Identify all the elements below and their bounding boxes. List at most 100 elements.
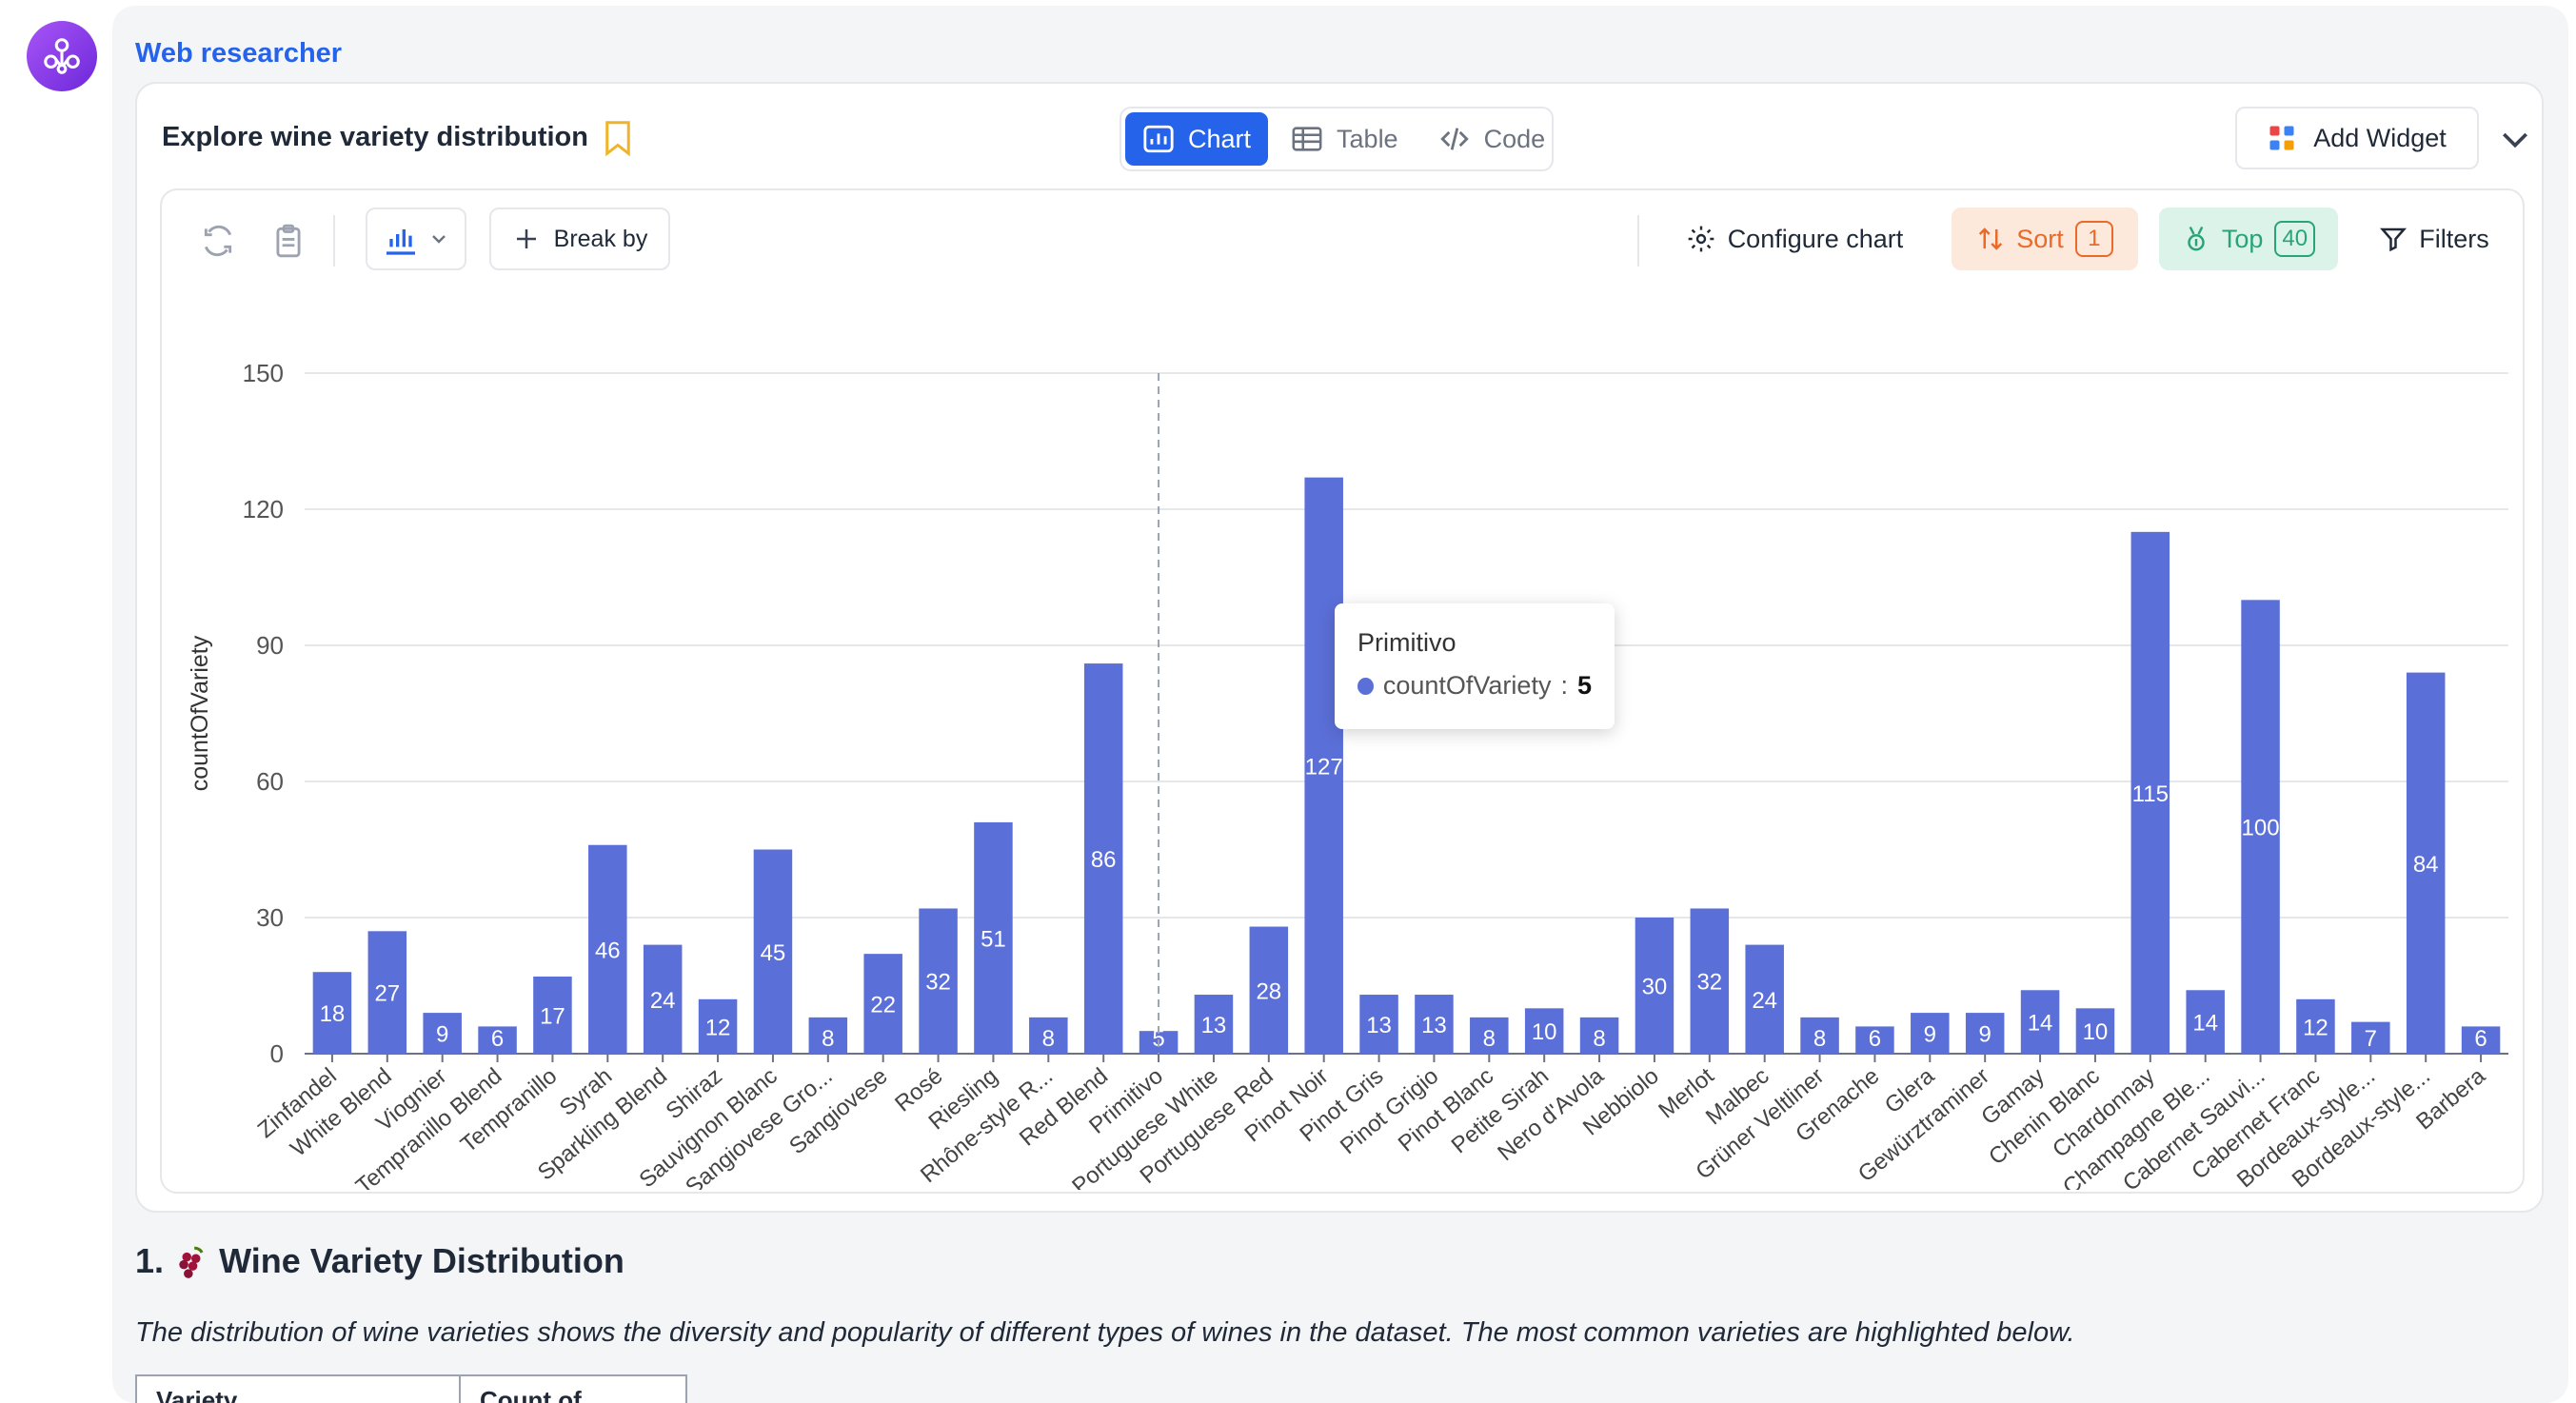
data-label: 10 — [1532, 1019, 1557, 1045]
tab-table-label: Table — [1337, 124, 1398, 153]
data-label: 45 — [761, 940, 786, 966]
bar — [2130, 531, 2170, 1054]
agent-logo-icon — [44, 38, 80, 74]
data-label: 46 — [595, 938, 621, 963]
refresh-icon[interactable] — [200, 223, 236, 259]
chart-tooltip: Primitivo countOfVariety: 5 — [1335, 603, 1615, 729]
data-label: 30 — [1642, 975, 1668, 1000]
bar — [2186, 990, 2225, 1054]
table-header-count: Count of Variety — [480, 1386, 582, 1403]
data-label: 12 — [2303, 1015, 2328, 1040]
bar-chart: 0306090120150countOfVariety18Zinfandel27… — [187, 359, 2508, 1190]
sort-count-badge: 1 — [2074, 221, 2113, 257]
data-label: 6 — [1869, 1026, 1881, 1052]
top-button[interactable]: Top 40 — [2159, 207, 2338, 270]
grapes-icon — [179, 1247, 204, 1279]
tab-chart[interactable]: Chart — [1125, 112, 1269, 166]
data-label: 12 — [705, 1015, 731, 1040]
variety-table-header: Variety Count of Variety — [135, 1374, 687, 1403]
break-by-label: Break by — [553, 225, 648, 252]
sort-label: Sort — [2016, 224, 2064, 253]
bar — [2351, 1021, 2390, 1054]
y-tick-label: 120 — [243, 495, 284, 524]
data-label: 9 — [436, 1022, 448, 1048]
chart-container: Break by Configure chart Sort 1 — [160, 188, 2525, 1194]
bar — [863, 954, 902, 1054]
data-label: 22 — [870, 993, 896, 1018]
tab-code[interactable]: Code — [1421, 112, 1563, 166]
data-label: 127 — [1305, 754, 1343, 780]
data-label: 8 — [1042, 1026, 1055, 1052]
data-label: 6 — [491, 1026, 504, 1052]
data-label: 13 — [1201, 1013, 1227, 1038]
series-dot-icon — [1357, 677, 1374, 695]
filter-icon — [2380, 227, 2408, 252]
add-widget-button[interactable]: Add Widget — [2235, 107, 2479, 169]
view-toggle: Chart Table Code — [1120, 107, 1554, 171]
tab-table[interactable]: Table — [1274, 112, 1416, 166]
data-label: 115 — [2132, 781, 2169, 807]
bar — [808, 1017, 848, 1054]
filters-button[interactable]: Filters — [2363, 207, 2506, 270]
section-title: 1. Wine Variety Distribution — [135, 1241, 624, 1281]
widget-grid-icon — [2269, 126, 2294, 150]
bar — [1690, 908, 1730, 1054]
data-label: 9 — [1924, 1022, 1936, 1048]
bar — [1635, 918, 1674, 1054]
chevron-down-icon[interactable] — [2496, 120, 2534, 158]
bar — [698, 998, 738, 1054]
data-label: 100 — [2242, 816, 2280, 841]
bar — [2296, 998, 2335, 1054]
bar — [2461, 1026, 2501, 1054]
bar — [533, 976, 572, 1054]
data-label: 14 — [2192, 1011, 2218, 1037]
top-count-badge: 40 — [2274, 221, 2316, 257]
bookmark-icon[interactable] — [604, 120, 632, 156]
bar — [1359, 995, 1398, 1054]
bar — [1579, 1017, 1619, 1054]
sort-button[interactable]: Sort 1 — [1952, 207, 2138, 270]
y-tick-label: 0 — [270, 1039, 284, 1068]
bar — [1194, 995, 1234, 1054]
bar — [1249, 926, 1289, 1054]
configure-chart-button[interactable]: Configure chart — [1666, 207, 1923, 270]
sort-arrows-icon — [1979, 227, 2003, 250]
bar — [2241, 600, 2280, 1054]
data-label: 8 — [1813, 1026, 1826, 1052]
agent-avatar — [27, 21, 97, 91]
tooltip-title: Primitivo — [1357, 628, 1456, 657]
bar — [1965, 1013, 2005, 1054]
plus-icon — [516, 229, 536, 248]
data-label: 13 — [1366, 1013, 1392, 1038]
bar — [919, 908, 958, 1054]
bar — [1083, 663, 1123, 1054]
chart-type-select[interactable] — [366, 207, 466, 270]
clipboard-icon[interactable] — [270, 223, 307, 259]
medal-icon — [2188, 226, 2205, 251]
y-tick-label: 60 — [256, 767, 284, 796]
data-label: 8 — [1593, 1026, 1605, 1052]
bar — [1800, 1017, 1839, 1054]
data-label: 28 — [1256, 978, 1281, 1004]
configure-chart-label: Configure chart — [1727, 224, 1904, 253]
bar — [2075, 1008, 2115, 1054]
bar — [2020, 990, 2060, 1054]
bar — [588, 844, 627, 1054]
bar — [312, 972, 352, 1054]
y-tick-label: 30 — [256, 903, 284, 932]
y-tick-label: 150 — [243, 359, 284, 387]
tooltip-series-name: countOfVariety — [1382, 671, 1552, 700]
tooltip-value: 5 — [1576, 671, 1592, 700]
data-label: 9 — [1979, 1022, 1991, 1048]
bar-chart-icon — [386, 229, 415, 255]
bar — [1855, 1026, 1894, 1054]
bar — [1745, 944, 1784, 1054]
tab-chart-label: Chart — [1188, 124, 1252, 153]
bar — [753, 849, 793, 1054]
bar — [423, 1013, 462, 1054]
break-by-button[interactable]: Break by — [489, 207, 670, 270]
section-title-text: Wine Variety Distribution — [219, 1241, 624, 1280]
data-label: 5 — [1152, 1026, 1164, 1052]
data-label: 10 — [2083, 1019, 2109, 1045]
add-widget-label: Add Widget — [2313, 123, 2447, 152]
